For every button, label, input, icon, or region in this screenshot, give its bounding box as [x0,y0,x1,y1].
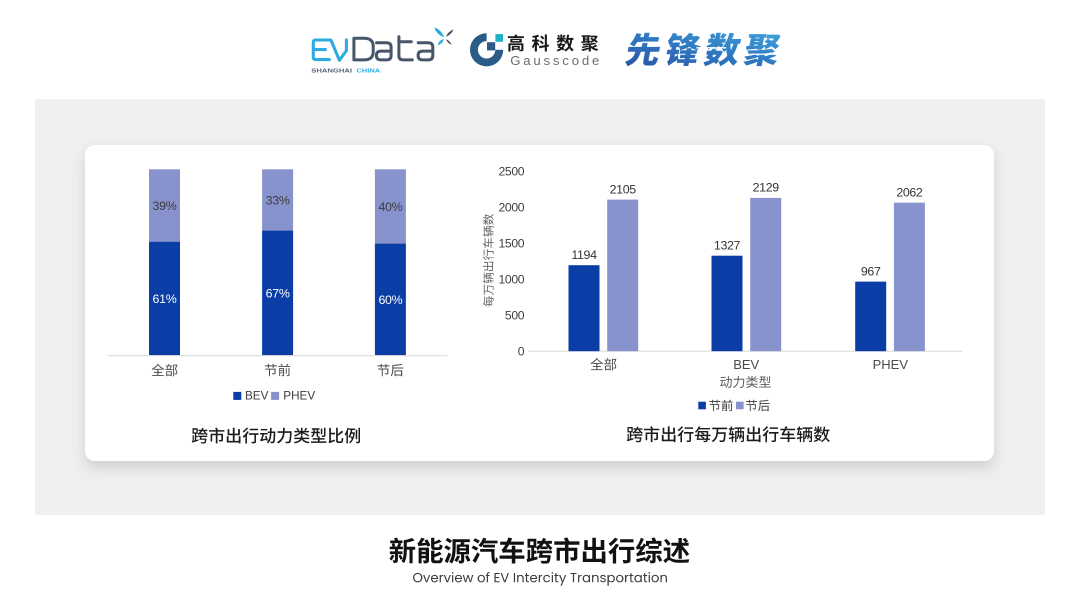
svg-text:BEV: BEV [245,390,269,403]
svg-text:PHEV: PHEV [283,390,315,403]
svg-text:33%: 33% [266,194,290,208]
svg-text:PHEV: PHEV [873,357,909,372]
svg-text:1500: 1500 [498,236,524,250]
svg-text:60%: 60% [378,293,402,307]
svg-text:1000: 1000 [498,272,524,286]
svg-text:2129: 2129 [753,181,780,195]
svg-text:2500: 2500 [498,164,524,178]
svg-text:2000: 2000 [498,200,524,214]
svg-text:39%: 39% [153,199,177,213]
svg-text:967: 967 [861,264,881,278]
svg-text:1327: 1327 [714,238,741,252]
svg-text:SHANGHAI: SHANGHAI [311,69,352,75]
svg-text:500: 500 [505,308,525,322]
svg-text:40%: 40% [378,200,402,214]
svg-text:Gausscode: Gausscode [510,53,602,68]
svg-text:CHINA: CHINA [356,69,380,75]
svg-text:0: 0 [518,344,525,358]
svg-text:2062: 2062 [896,185,923,199]
svg-text:2105: 2105 [610,182,637,196]
svg-text:BEV: BEV [733,357,759,372]
svg-text:61%: 61% [153,292,177,306]
svg-text:67%: 67% [266,286,290,300]
svg-text:1194: 1194 [571,248,597,262]
